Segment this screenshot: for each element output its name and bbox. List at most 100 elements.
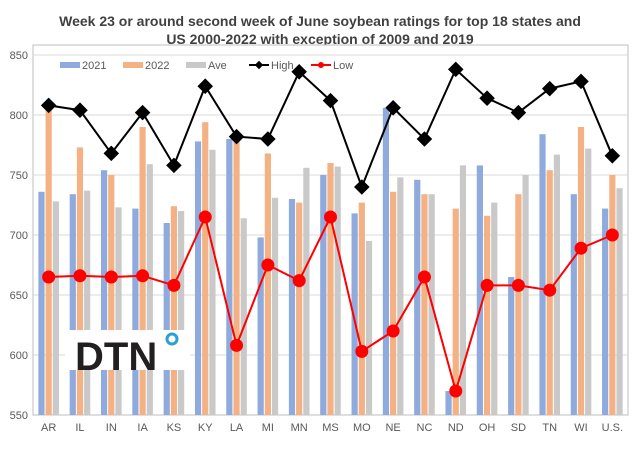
marker-low-mo [355,344,369,358]
marker-low-nc [417,270,431,284]
bar-2021-il [69,194,76,415]
title-line-1: Week 23 or around second week of June so… [59,13,581,29]
y-tick-label: 750 [10,170,28,182]
x-tick-label: U.S. [602,422,623,434]
x-tick-label: MO [353,422,371,434]
y-tick-label: 600 [10,350,28,362]
bar-2021-wi [570,194,577,415]
bar-2021-ks [163,223,170,415]
bar-2022-oh [483,215,491,415]
legend-swatch-2022 [123,62,143,68]
marker-low-tn [543,283,557,297]
bar-2021-nd [445,391,452,415]
marker-high-la [228,128,245,145]
marker-high-il [72,102,88,118]
x-tick-label: IL [75,422,84,434]
marker-low-ia [136,269,150,283]
dtn-logo: DTN [75,335,157,379]
bar-2022-wi [577,127,585,415]
x-tick-label: LA [230,422,244,434]
legend-swatch-2021 [60,62,80,68]
bar-ave-il [84,190,91,415]
legend-marker [318,62,324,68]
x-tick-label: MI [262,422,274,434]
legend-label-low: Low [333,60,353,72]
bar-2022-in [108,175,115,415]
bar-2021-nc [414,179,421,415]
x-tick-label: MN [291,422,308,434]
bar-ave-nd [459,165,467,415]
bar-2021-ia [132,208,139,415]
x-tick-label: WI [574,422,587,434]
bar-2021-mo [351,213,358,415]
bar-ave-sd [522,175,529,415]
marker-low-wi [574,241,588,255]
legend-label-ave: Ave [208,60,227,72]
bar-2022-ne [390,191,397,415]
bar-ave-tn [553,154,561,415]
bar-2021-tn [539,134,546,415]
legend-label-2021: 2021 [82,60,106,72]
marker-low-sd [511,278,525,292]
y-tick-label: 700 [10,230,28,242]
marker-high-nc [416,131,433,147]
bar-2022-ky [202,122,209,415]
title-line-2: US 2000-2022 with exception of 2009 and … [166,31,474,47]
marker-low-la [230,338,244,352]
marker-high-mi [260,131,276,147]
bar-2022-ks [170,206,178,415]
bar-2021-mi [257,237,264,415]
bar-ave-ms [334,166,341,415]
marker-high-ar [40,97,57,114]
legend-label-high: High [271,60,294,72]
bar-2022-us. [609,175,616,415]
marker-high-in [103,145,120,162]
x-tick-label: IA [137,422,148,434]
marker-low-ks [167,278,181,292]
bar-ave-ia [146,164,153,415]
bar-ave-mi [271,197,279,415]
bar-2021-ky [194,141,202,415]
legend-swatch-ave [186,62,206,68]
bar-2021-sd [508,277,515,415]
bar-ave-mn [303,167,310,415]
bar-ave-us. [616,188,623,415]
marker-high-mo [354,179,370,195]
x-tick-label: KY [198,422,213,434]
x-tick-label: TN [542,422,557,434]
bar-2021-mn [288,199,296,415]
marker-low-in [104,270,118,284]
bar-2022-ar [45,105,52,416]
marker-low-mn [292,274,306,288]
x-tick-label: NC [417,422,433,434]
bar-2022-mo [358,202,365,415]
bar-ave-ar [52,201,59,415]
bar-ave-wi [585,148,592,415]
bar-ave-ky [209,149,216,416]
bar-ave-in [115,207,122,415]
bar-2021-in [100,170,108,415]
legend-marker [254,60,264,70]
x-tick-label: AR [41,422,56,434]
bar-2022-nd [452,208,459,415]
marker-high-ia [134,104,151,121]
marker-low-us. [605,228,619,242]
bar-ave-oh [491,202,498,415]
chart-title: Week 23 or around second week of June so… [0,12,640,48]
marker-low-ky [198,210,212,224]
x-tick-label: MS [322,422,339,434]
legend-label-2022: 2022 [145,60,169,72]
bar-2022-nc [421,194,428,415]
bar-2021-oh [476,165,483,415]
y-tick-label: 650 [10,290,28,302]
marker-high-ky [197,78,214,94]
bar-ave-mo [365,241,373,415]
marker-high-ks [166,157,182,174]
bar-2021-la [226,139,233,415]
marker-low-oh [480,278,494,292]
bar-2022-la [233,139,240,415]
bar-2021-us. [602,208,609,415]
bar-2021-ms [320,175,327,415]
x-tick-label: IN [106,422,117,434]
